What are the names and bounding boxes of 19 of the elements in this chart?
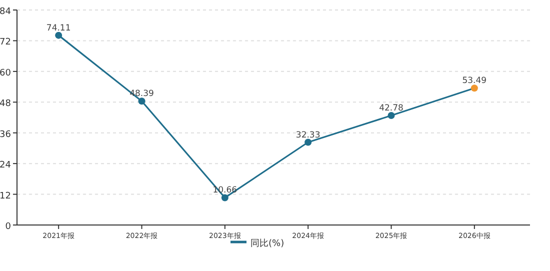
point xyxy=(221,194,228,202)
data-label: 53.49 xyxy=(462,76,487,86)
point xyxy=(470,84,478,92)
data-label: 42.78 xyxy=(379,104,404,114)
y-tick-label: 0 xyxy=(5,222,12,232)
y-tick-label: 84 xyxy=(0,7,12,17)
legend-label: 同比(%) xyxy=(250,238,284,249)
y-tick-label: 36 xyxy=(0,130,12,140)
y-tick-label: 60 xyxy=(0,68,12,78)
point xyxy=(304,138,312,146)
y-tick-label: 72 xyxy=(0,38,11,48)
y-tick-label: 24 xyxy=(0,160,12,171)
point xyxy=(138,98,146,105)
y-tick-label: 12 xyxy=(0,191,11,202)
y-tick-label: 48 xyxy=(0,99,12,110)
data-label: 32.33 xyxy=(296,130,320,140)
point xyxy=(388,112,395,120)
data-label: 74.11 xyxy=(46,23,71,34)
point xyxy=(55,32,62,39)
